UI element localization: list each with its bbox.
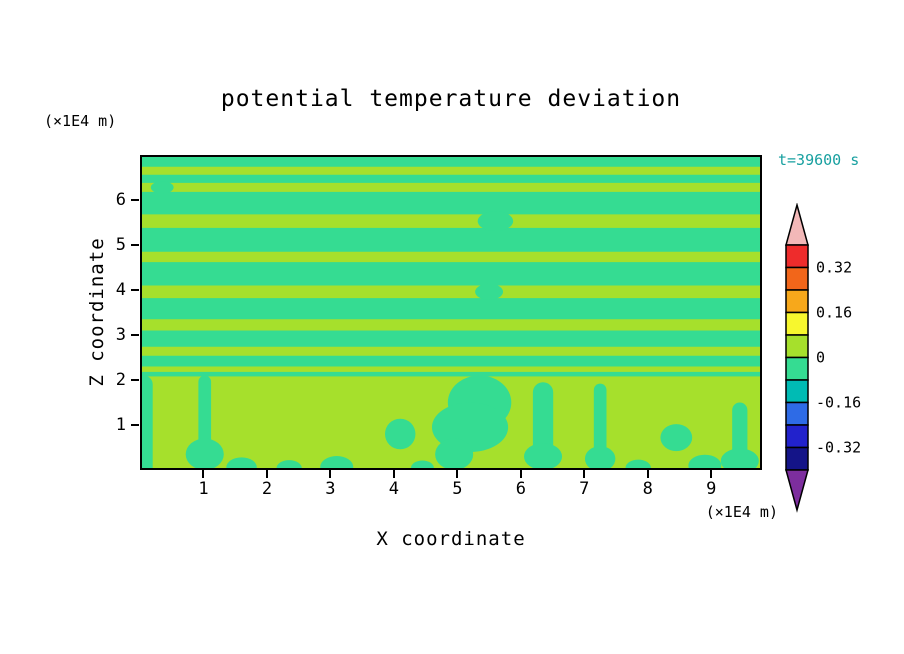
colorbar-label: 0 bbox=[816, 349, 825, 367]
colorbar-segment bbox=[785, 424, 809, 449]
negative-blob bbox=[435, 438, 474, 469]
stripe-gap bbox=[477, 211, 514, 232]
contour-plot bbox=[140, 155, 762, 470]
z-tick-label: 5 bbox=[115, 235, 126, 255]
negative-blob bbox=[226, 457, 257, 469]
z-axis-unit: (×1E4 m) bbox=[44, 112, 117, 130]
positive-stripe bbox=[141, 214, 761, 228]
x-tick-label: 1 bbox=[198, 479, 209, 499]
colorbar-arrow-top bbox=[785, 203, 809, 246]
z-tick-label: 1 bbox=[115, 415, 126, 435]
z-tick bbox=[131, 199, 139, 201]
colorbar-segment bbox=[785, 266, 809, 291]
positive-stripe bbox=[141, 366, 761, 372]
x-tick bbox=[456, 470, 459, 478]
field-shapes bbox=[141, 156, 761, 469]
z-tick-label: 2 bbox=[115, 370, 126, 390]
negative-plume bbox=[593, 383, 607, 457]
negative-plume bbox=[198, 375, 212, 450]
negative-blob bbox=[320, 456, 354, 469]
z-tick-label: 6 bbox=[115, 190, 126, 210]
z-tick bbox=[131, 289, 139, 291]
z-tick bbox=[131, 379, 139, 381]
x-tick bbox=[646, 470, 649, 478]
colorbar-segment bbox=[785, 334, 809, 359]
x-tick bbox=[202, 470, 205, 478]
chart-title: potential temperature deviation bbox=[220, 86, 682, 112]
x-tick bbox=[710, 470, 713, 478]
negative-blob bbox=[411, 460, 434, 469]
z-tick bbox=[131, 244, 139, 246]
negative-blob bbox=[523, 443, 563, 469]
negative-blob bbox=[720, 448, 759, 469]
negative-blob bbox=[688, 454, 722, 469]
colorbar-label: -0.32 bbox=[816, 439, 861, 457]
positive-stripe bbox=[141, 319, 761, 331]
x-tick bbox=[583, 470, 586, 478]
positive-stripe bbox=[141, 251, 761, 263]
z-axis-title: Z coordinate bbox=[86, 237, 108, 387]
colorbar-label: 0.16 bbox=[816, 304, 852, 322]
positive-stripe bbox=[141, 285, 761, 299]
x-tick-label: 9 bbox=[706, 479, 717, 499]
stripe-gap bbox=[150, 181, 174, 194]
x-tick-label: 7 bbox=[579, 479, 590, 499]
negative-plume bbox=[532, 382, 554, 455]
z-tick bbox=[131, 424, 139, 426]
z-tick-label: 3 bbox=[115, 325, 126, 345]
x-tick-label: 3 bbox=[325, 479, 336, 499]
negative-blob bbox=[660, 424, 693, 452]
colorbar-segment bbox=[785, 356, 809, 381]
colorbar-segment bbox=[785, 244, 809, 269]
x-tick-label: 6 bbox=[515, 479, 526, 499]
z-tick-label: 4 bbox=[115, 280, 126, 300]
negative-blob bbox=[384, 418, 416, 450]
colorbar-segment bbox=[785, 446, 809, 471]
positive-stripe bbox=[141, 346, 761, 356]
colorbar-segment bbox=[785, 401, 809, 426]
negative-blob bbox=[185, 438, 224, 469]
x-tick-label: 4 bbox=[388, 479, 399, 499]
z-tick bbox=[131, 334, 139, 336]
colorbar: 0.32 0.16 0 -0.16 -0.32 bbox=[785, 203, 861, 513]
x-axis-unit: (×1E4 m) bbox=[705, 503, 778, 521]
negative-blob bbox=[276, 460, 302, 469]
x-tick bbox=[329, 470, 332, 478]
negative-blob bbox=[584, 446, 616, 469]
negative-blob bbox=[625, 459, 651, 469]
colorbar-segment bbox=[785, 289, 809, 314]
plot-frame bbox=[140, 155, 762, 470]
x-axis-title: X coordinate bbox=[376, 528, 526, 550]
time-stamp: t=39600 s bbox=[778, 151, 860, 169]
negative-plume bbox=[141, 375, 153, 469]
stripe-gap bbox=[475, 283, 504, 300]
x-tick-label: 2 bbox=[261, 479, 273, 499]
x-tick bbox=[392, 470, 395, 478]
x-tick-label: 5 bbox=[452, 479, 463, 499]
x-tick bbox=[519, 470, 522, 478]
colorbar-segment bbox=[785, 379, 809, 404]
negative-plume bbox=[732, 402, 748, 459]
colorbar-segment bbox=[785, 311, 809, 336]
x-tick-label: 8 bbox=[642, 479, 653, 499]
colorbar-label: -0.16 bbox=[816, 394, 861, 412]
x-tick bbox=[265, 470, 268, 478]
colorbar-arrow-bottom bbox=[785, 469, 809, 513]
positive-stripe bbox=[141, 166, 761, 175]
colorbar-label: 0.32 bbox=[816, 259, 852, 277]
positive-stripe bbox=[141, 182, 761, 192]
